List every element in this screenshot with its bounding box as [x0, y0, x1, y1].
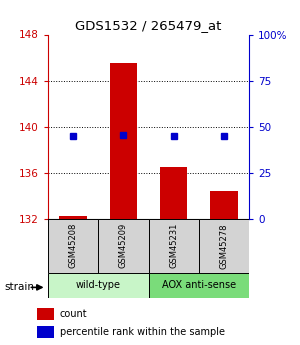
- Bar: [148, 273, 249, 298]
- Text: wild-type: wild-type: [76, 280, 121, 290]
- Bar: [37, 308, 54, 320]
- Bar: [148, 219, 199, 273]
- Bar: [48, 219, 98, 273]
- Text: GSM45231: GSM45231: [169, 223, 178, 268]
- Bar: [210, 191, 238, 219]
- Bar: [98, 219, 148, 273]
- Text: count: count: [60, 309, 87, 319]
- Text: GSM45278: GSM45278: [219, 223, 228, 268]
- Text: GSM45208: GSM45208: [69, 223, 78, 268]
- Title: GDS1532 / 265479_at: GDS1532 / 265479_at: [75, 19, 222, 32]
- Bar: [199, 219, 249, 273]
- Bar: [110, 63, 137, 219]
- Bar: [160, 167, 188, 219]
- Text: AOX anti-sense: AOX anti-sense: [162, 280, 236, 290]
- Bar: [59, 216, 87, 219]
- Text: percentile rank within the sample: percentile rank within the sample: [60, 327, 225, 337]
- Text: strain: strain: [4, 282, 34, 292]
- Bar: [37, 326, 54, 338]
- Text: GSM45209: GSM45209: [119, 223, 128, 268]
- Bar: [48, 273, 148, 298]
